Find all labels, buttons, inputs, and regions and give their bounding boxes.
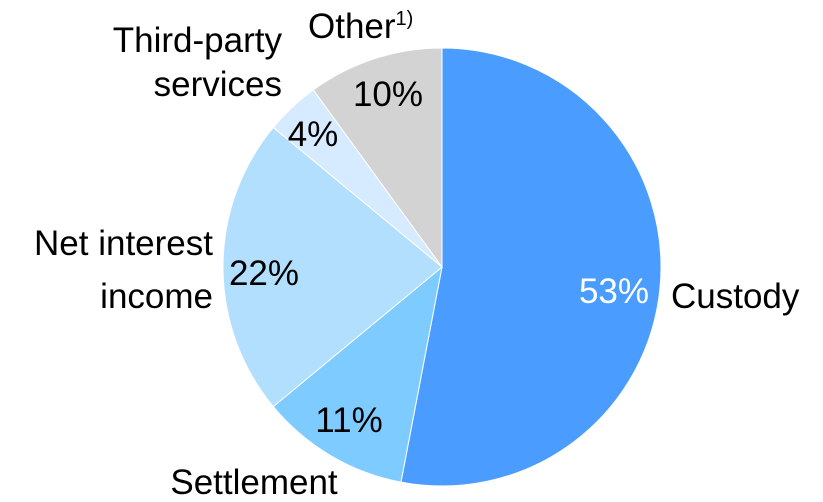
pie-slice-net-interest-income	[222, 126, 443, 408]
pie-slice-settlement	[272, 265, 443, 483]
slice-label-other-superscript: 1)	[396, 8, 414, 30]
slice-value-third-party-services: 4%	[288, 115, 339, 154]
slice-label-net-interest-line2: income	[100, 277, 213, 316]
slice-value-settlement: 11%	[315, 401, 382, 440]
slice-value-custody: 53%	[579, 272, 649, 311]
slice-value-net-interest-income: 22%	[229, 254, 299, 293]
slice-value-other: 10%	[353, 75, 423, 114]
slice-label-net-interest-line1: Net interest	[34, 224, 213, 263]
slice-label-custody: Custody	[671, 277, 800, 316]
slice-label-third-party-line2: services	[154, 65, 282, 104]
pie-slice-custody	[400, 47, 662, 487]
slice-label-other-text: Other	[308, 7, 396, 46]
pie-slices	[222, 47, 662, 487]
slice-label-other: Other1)	[308, 7, 413, 46]
pie-slice-other	[312, 47, 443, 269]
slice-label-third-party-line1: Third-party	[113, 21, 283, 60]
slice-label-settlement: Settlement	[170, 463, 338, 502]
